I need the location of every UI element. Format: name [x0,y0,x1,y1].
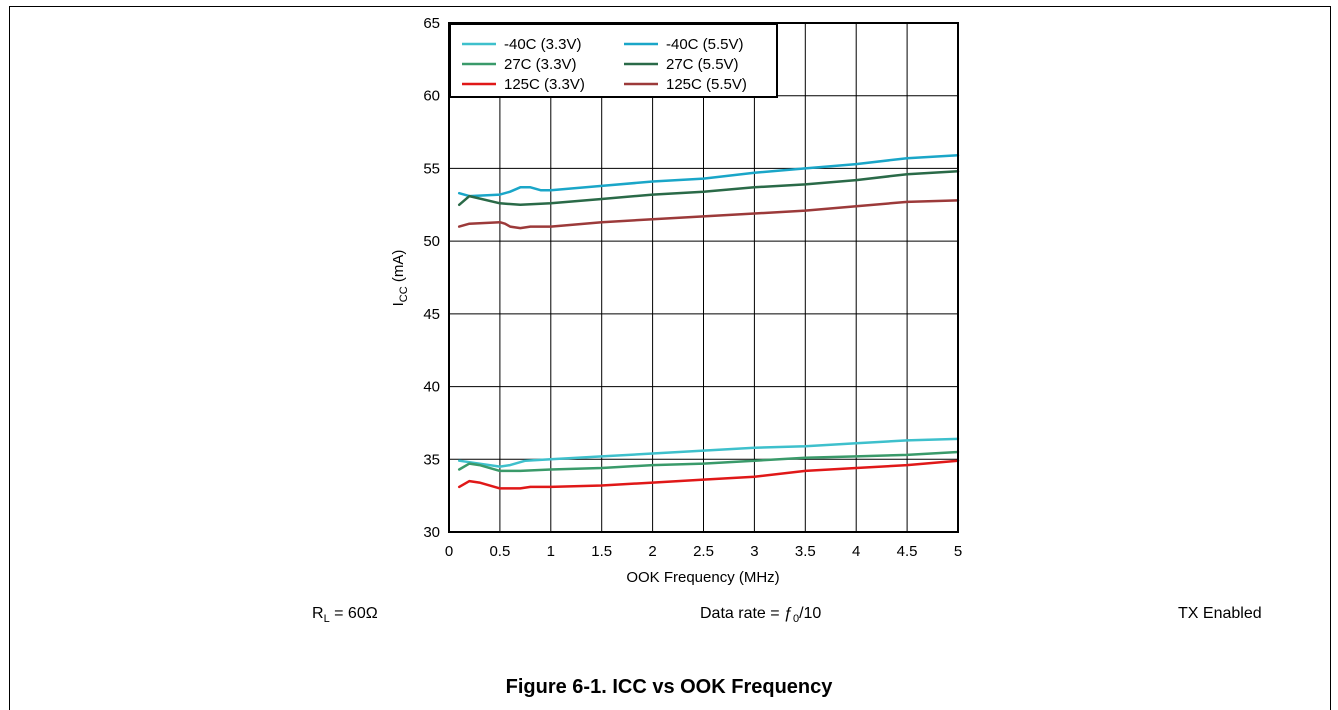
series-line [457,459,960,490]
figure-caption: Figure 6-1. ICC vs OOK Frequency [505,676,833,698]
rl-prefix: R [312,605,324,622]
x-tick-label: 3.5 [795,543,816,560]
legend-label: 125C (5.5V) [666,76,747,93]
y-axis-label-unit: (mA) [390,250,407,287]
y-tick-label: 60 [423,88,440,105]
figure-frame-top [9,6,1331,7]
legend-label: -40C (3.3V) [504,36,582,53]
series-line [457,170,960,207]
x-tick-label: 1 [547,543,555,560]
x-tick-label: 0 [445,543,453,560]
figure-frame-left [9,6,10,710]
series-line [457,199,960,230]
x-tick-label: 0.5 [489,543,510,560]
y-tick-label: 45 [423,306,440,323]
y-axis-label: ICC (mA) [390,250,410,307]
series-line [457,450,960,473]
data-rate-text: Data rate = ƒ [700,605,793,622]
y-tick-label: 50 [423,233,440,250]
y-tick-label: 35 [423,451,440,468]
tx-text: TX Enabled [1178,605,1262,622]
y-tick-label: 55 [423,160,440,177]
y-tick-label: 65 [423,15,440,32]
legend-label: 27C (3.3V) [504,56,577,73]
figure-frame-right [1330,6,1331,710]
x-tick-label: 4.5 [897,543,918,560]
x-tick-labels: 0 0.5 1 1.5 2 2.5 3 3.5 4 4.5 5 [445,543,962,560]
x-tick-label: 3 [750,543,758,560]
x-tick-label: 4 [852,543,860,560]
x-tick-label: 5 [954,543,962,560]
x-tick-label: 2 [648,543,656,560]
x-tick-label: 2.5 [693,543,714,560]
rl-note: RL = 60Ω [312,604,378,629]
x-axis-label: OOK Frequency (MHz) [626,569,779,586]
series-lines [457,154,960,490]
data-rate-note: Data rate = ƒ0/10 [700,604,821,629]
rl-sub: L [323,613,330,626]
y-tick-label: 40 [423,379,440,396]
series-line [457,154,960,198]
y-axis-label-sub: CC [398,286,410,302]
legend-label: 27C (5.5V) [666,56,739,73]
series-line [457,437,960,468]
x-tick-label: 1.5 [591,543,612,560]
data-rate-sub: 0 [792,613,800,626]
legend-label: 125C (3.3V) [504,76,585,93]
tx-note: TX Enabled [1178,604,1262,624]
legend: -40C (3.3V) -40C (5.5V) 27C (3.3V) 27C (5.5… [449,23,778,98]
y-axis-label-main: I [390,302,407,306]
rl-value: = 60Ω [329,605,378,622]
y-tick-label: 30 [423,524,440,541]
data-rate-suffix: /10 [799,605,822,622]
legend-label: -40C (5.5V) [666,36,744,53]
legend-box [449,23,778,98]
y-tick-labels: 30 35 40 45 50 55 60 65 [423,15,440,541]
icc-vs-ook-chart: 0 0.5 1 1.5 2 2.5 3 3.5 4 4.5 5 30 35 40 45 50 55 60 65 O… [390,15,962,586]
